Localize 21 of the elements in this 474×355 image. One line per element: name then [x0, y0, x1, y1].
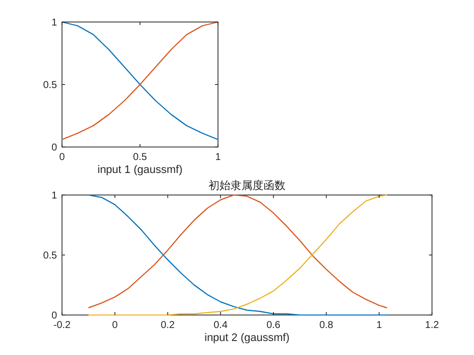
x-tick-label: 0 [59, 152, 66, 163]
x-axis-title: input 2 (gaussmf) [204, 332, 290, 344]
x-tick-label: 0.8 [319, 320, 334, 331]
y-tick-label: 0 [51, 142, 58, 154]
chart-title: 初始隶属度函数 [208, 179, 286, 192]
x-tick-label: 0.4 [214, 320, 228, 331]
x-tick-label: 1 [376, 320, 382, 331]
y-tick-label: 0.5 [43, 250, 58, 262]
x-tick-label: 0 [112, 320, 118, 331]
x-tick-label: 0.5 [133, 152, 148, 163]
x-tick-label: 0.2 [160, 320, 176, 331]
y-tick-label: 0 [51, 310, 58, 322]
x-tick-label: 0.6 [266, 320, 281, 331]
x-axis-title: input 1 (gaussmf) [98, 164, 182, 176]
y-tick-label: 1 [51, 18, 58, 28]
line-series [61, 21, 219, 140]
y-tick-label: 1 [51, 190, 58, 202]
x-tick-label: -0.2 [53, 320, 72, 331]
y-tick-label: 0.5 [43, 80, 58, 91]
x-tick-label: 1.2 [425, 320, 440, 331]
x-tick-label: 1 [215, 152, 222, 163]
